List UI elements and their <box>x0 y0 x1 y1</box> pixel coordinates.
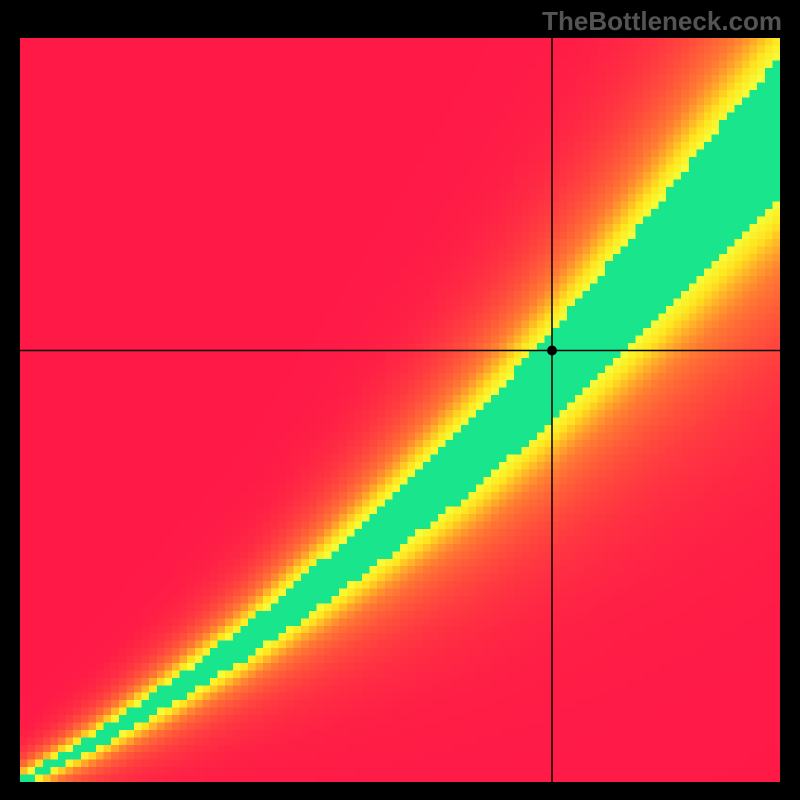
chart-container: TheBottleneck.com <box>0 0 800 800</box>
watermark-text: TheBottleneck.com <box>542 6 782 37</box>
bottleneck-heatmap <box>20 38 780 782</box>
